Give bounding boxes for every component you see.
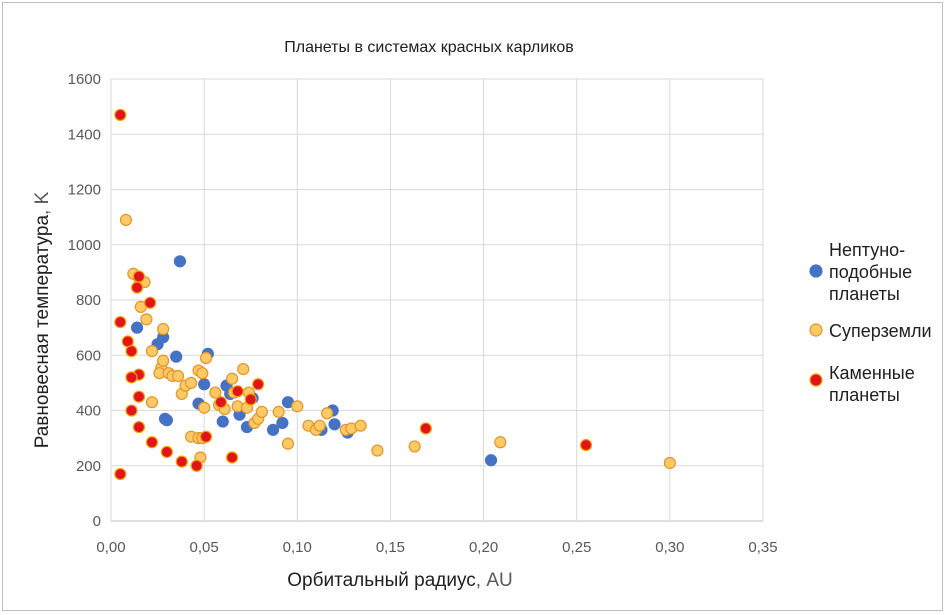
- x-axis-title: Орбитальный радиус, AU: [287, 570, 513, 591]
- y-axis-title: Равновесная температура, K: [32, 191, 53, 448]
- y-tick-label: 400: [76, 403, 101, 420]
- y-tick-labels: 0 200 400 600 800 1000 1200 1400 1600: [68, 71, 101, 530]
- rocky-planet-point: [130, 281, 144, 294]
- x-tick-label: 0,05: [190, 539, 219, 556]
- super-earth-point: [196, 367, 209, 380]
- super-earth-point: [225, 372, 239, 385]
- rocky-planet-point: [125, 404, 138, 417]
- x-tick-label: 0,25: [562, 539, 591, 556]
- rocky-planet-point: [231, 385, 244, 398]
- super-earth-point: [199, 351, 213, 365]
- rocky-planet-point: [132, 420, 146, 434]
- rocky-planet-point: [132, 270, 146, 283]
- y-axis-title-main: Равновесная температура: [32, 215, 53, 449]
- rocky-planet-point: [145, 436, 159, 449]
- super-earth-point: [408, 440, 421, 453]
- x-tick-labels: 0,00 0,05 0,10 0,15 0,20 0,25 0,30 0,35: [96, 539, 777, 556]
- rocky-planet-point: [125, 371, 138, 384]
- super-earth-point: [354, 419, 367, 432]
- y-tick-label: 800: [76, 292, 101, 309]
- rocky-planet-point: [114, 316, 127, 329]
- legend-label-rocky-planets: Каменные планеты: [829, 363, 920, 405]
- y-tick-label: 1600: [68, 71, 101, 88]
- legend: Нептуно- подобные планеты Суперземли Кам…: [809, 240, 932, 405]
- super-earth-point: [494, 436, 507, 449]
- y-tick-label: 1400: [68, 126, 101, 143]
- super-earth-point: [313, 419, 326, 432]
- super-earth-point: [371, 444, 384, 457]
- legend-label-neptune-like: Нептуно- подобные планеты: [829, 240, 917, 304]
- super-earth-point: [140, 313, 153, 326]
- neptune-like-point: [484, 454, 498, 467]
- legend-marker-super-earths: [809, 323, 823, 337]
- super-earth-point: [281, 437, 295, 450]
- super-earth-point: [209, 386, 222, 399]
- super-earth-point: [663, 456, 676, 470]
- rocky-planet-point: [190, 459, 203, 472]
- y-axis-title-unit: , K: [32, 191, 53, 215]
- x-axis-title-main: Орбитальный радиус: [287, 570, 476, 591]
- y-tick-label: 0: [93, 513, 101, 530]
- neptune-like-point: [216, 415, 229, 428]
- chart-title: Планеты в системах красных карликов: [284, 39, 574, 56]
- data-points: [114, 108, 676, 481]
- x-tick-label: 0,00: [96, 539, 125, 556]
- rocky-planet-point: [114, 108, 127, 122]
- super-earth-point: [255, 405, 268, 418]
- rocky-planet-point: [144, 296, 157, 309]
- neptune-like-point: [130, 321, 144, 334]
- super-earth-point: [119, 213, 133, 226]
- super-earth-point: [145, 396, 159, 409]
- rocky-planet-point: [419, 422, 432, 435]
- rocky-planet-point: [125, 345, 138, 358]
- super-earth-point: [291, 400, 304, 413]
- series-super-earth: [119, 213, 676, 470]
- neptune-like-point: [328, 418, 341, 431]
- super-earth-point: [320, 407, 334, 420]
- rocky-planet-point: [244, 393, 257, 406]
- super-earth-point: [145, 345, 159, 358]
- super-earth-point: [171, 369, 185, 383]
- rocky-planet-point: [252, 378, 265, 391]
- super-earth-point: [237, 362, 250, 376]
- y-tick-label: 200: [76, 458, 101, 475]
- gridlines: [110, 78, 764, 522]
- super-earth-point: [157, 322, 170, 336]
- x-axis-title-unit: , AU: [476, 570, 513, 591]
- rocky-planet-point: [114, 467, 127, 481]
- rocky-planet-point: [225, 451, 239, 464]
- rocky-planet-point: [579, 438, 593, 452]
- rocky-planet-point: [175, 455, 188, 468]
- legend-label-super-earths: Суперземли: [829, 321, 932, 341]
- y-tick-label: 600: [76, 347, 101, 364]
- neptune-like-point: [198, 378, 211, 391]
- rocky-planet-point: [160, 445, 173, 459]
- neptune-like-point: [266, 423, 280, 436]
- super-earth-point: [198, 401, 211, 414]
- rocky-planet-point: [132, 390, 146, 403]
- neptune-like-point: [173, 255, 187, 268]
- legend-marker-rocky-planets: [809, 373, 823, 387]
- x-tick-label: 0,30: [655, 539, 684, 556]
- super-earth-point: [185, 376, 198, 389]
- neptune-like-point: [170, 350, 183, 363]
- neptune-like-point: [276, 416, 289, 430]
- super-earth-point: [272, 405, 285, 418]
- rocky-planet-point: [214, 396, 228, 409]
- super-earth-point: [157, 354, 170, 367]
- series-rocky-planet: [114, 108, 593, 481]
- neptune-like-point: [160, 414, 173, 427]
- legend-marker-neptune-like: [809, 264, 823, 278]
- x-tick-label: 0,15: [376, 539, 405, 556]
- rocky-planet-point: [199, 430, 213, 443]
- x-tick-label: 0,10: [283, 539, 312, 556]
- x-tick-label: 0,35: [748, 539, 777, 556]
- y-tick-label: 1200: [68, 182, 101, 199]
- y-tick-label: 1000: [68, 237, 101, 254]
- x-tick-label: 0,20: [469, 539, 498, 556]
